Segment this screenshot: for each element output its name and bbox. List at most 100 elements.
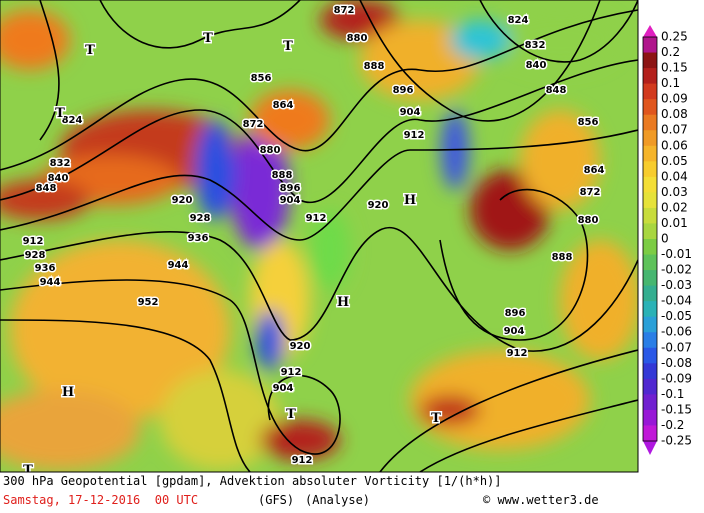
pressure-center: T — [286, 407, 296, 422]
colorbar-label: 0.2 — [661, 45, 680, 59]
pressure-center: T — [203, 31, 213, 46]
colorbar-label: -0.07 — [661, 340, 692, 354]
contour-label: 896 — [393, 85, 414, 96]
footer-model: (GFS) — [258, 493, 294, 507]
colorbar-swatch — [643, 270, 657, 287]
contour-label: 880 — [260, 145, 281, 156]
colorbar-label: 0.07 — [661, 123, 688, 137]
contour-label: 880 — [578, 215, 599, 226]
geopotential-contours — [0, 0, 638, 472]
colorbar-label: -0.1 — [661, 387, 684, 401]
colorbar-label: -0.02 — [661, 263, 692, 277]
colorbar-swatch — [643, 223, 657, 240]
colorbar-swatch — [643, 425, 657, 442]
contour-label: 944 — [168, 260, 189, 271]
contour-label: 848 — [546, 85, 567, 96]
colorbar-swatch — [643, 394, 657, 411]
contour-label: 824 — [62, 115, 83, 126]
colorbar-label: -0.01 — [661, 247, 692, 261]
colorbar-label: 0.04 — [661, 169, 688, 183]
colorbar-swatch — [643, 207, 657, 224]
colorbar-label: -0.03 — [661, 278, 692, 292]
colorbar-label: -0.06 — [661, 325, 692, 339]
contour-label: 824 — [508, 15, 529, 26]
contour-label: 912 — [306, 213, 327, 224]
contour-label: 912 — [292, 455, 313, 466]
colorbar-label: 0.05 — [661, 154, 688, 168]
pressure-center: T — [283, 39, 293, 54]
contour-label: 920 — [172, 195, 193, 206]
contour-label: 904 — [280, 195, 301, 206]
contour-label: 928 — [25, 250, 46, 261]
contour-label: 864 — [273, 100, 294, 111]
pressure-center: T — [85, 43, 95, 58]
contour-label: 856 — [578, 117, 599, 128]
colorbar-swatch — [643, 409, 657, 426]
colorbar-swatch — [643, 52, 657, 69]
contour-label: 912 — [23, 236, 44, 247]
colorbar-swatch — [643, 285, 657, 302]
contour-label: 872 — [334, 5, 355, 16]
pressure-center: H — [404, 193, 416, 208]
contour-label: 872 — [580, 187, 601, 198]
colorbar-label: -0.09 — [661, 371, 692, 385]
contour-label: 872 — [243, 119, 264, 130]
colorbar-label: 0.1 — [661, 76, 680, 90]
pressure-center: T — [23, 463, 33, 478]
colorbar-swatch — [643, 347, 657, 364]
colorbar-swatch — [643, 99, 657, 116]
map-labels: 8248328408488568648728808888969049128728… — [21, 4, 606, 478]
pressure-center: H — [337, 295, 349, 310]
colorbar-swatch — [643, 176, 657, 193]
colorbar-swatch — [643, 378, 657, 395]
colorbar-swatch — [643, 37, 657, 54]
map-frame — [0, 0, 639, 473]
contour-label: 864 — [584, 165, 605, 176]
contour-label: 912 — [507, 348, 528, 359]
contour-label: 912 — [281, 367, 302, 378]
colorbar-label: -0.2 — [661, 418, 684, 432]
colorbar-label: 0.09 — [661, 92, 688, 106]
colorbar-frame — [642, 36, 658, 442]
colorbar-swatch — [643, 316, 657, 333]
colorbar-swatch — [643, 254, 657, 271]
contour-label: 888 — [272, 170, 293, 181]
colorbar-swatch — [643, 239, 657, 256]
colorbar-swatch — [643, 363, 657, 380]
contour-label: 832 — [50, 158, 71, 169]
footer-credit: © www.wetter3.de — [483, 493, 599, 507]
contour-label: 912 — [404, 130, 425, 141]
contour-label: 952 — [138, 297, 159, 308]
contour-label: 856 — [251, 73, 272, 84]
colorbar-label: 0 — [661, 232, 669, 246]
contour-label: 904 — [504, 326, 525, 337]
contour-label: 840 — [48, 173, 69, 184]
contour-label: 936 — [35, 263, 56, 274]
contour-label: 928 — [190, 213, 211, 224]
colorbar-swatch — [643, 332, 657, 349]
colorbar-swatch — [643, 83, 657, 100]
colorbar-swatch — [643, 301, 657, 318]
colorbar-swatch — [643, 145, 657, 162]
colorbar-label: -0.05 — [661, 309, 692, 323]
colorbar-swatch — [643, 161, 657, 178]
colorbar-swatch — [643, 192, 657, 209]
contour-label: 888 — [552, 252, 573, 263]
footer-run: (Analyse) — [305, 493, 370, 507]
vorticity-field: 8248328408488568648728808888969049128728… — [0, 0, 638, 478]
colorbar: 0.250.2 0.150.1 0.090.08 0.070.06 0.050.04 0.… — [642, 25, 692, 455]
contour-label: 920 — [290, 341, 311, 352]
contour-label: 896 — [505, 308, 526, 319]
colorbar-label: 0.06 — [661, 138, 688, 152]
pressure-center: H — [62, 385, 74, 400]
colorbar-label: 0.08 — [661, 107, 688, 121]
colorbar-label: -0.15 — [661, 402, 692, 416]
colorbar-label: -0.08 — [661, 356, 692, 370]
pressure-center: T — [55, 106, 65, 121]
contour-label: 896 — [280, 183, 301, 194]
colorbar-swatch — [643, 68, 657, 85]
colorbar-label: 0.02 — [661, 200, 688, 214]
colorbar-label: 0.03 — [661, 185, 688, 199]
